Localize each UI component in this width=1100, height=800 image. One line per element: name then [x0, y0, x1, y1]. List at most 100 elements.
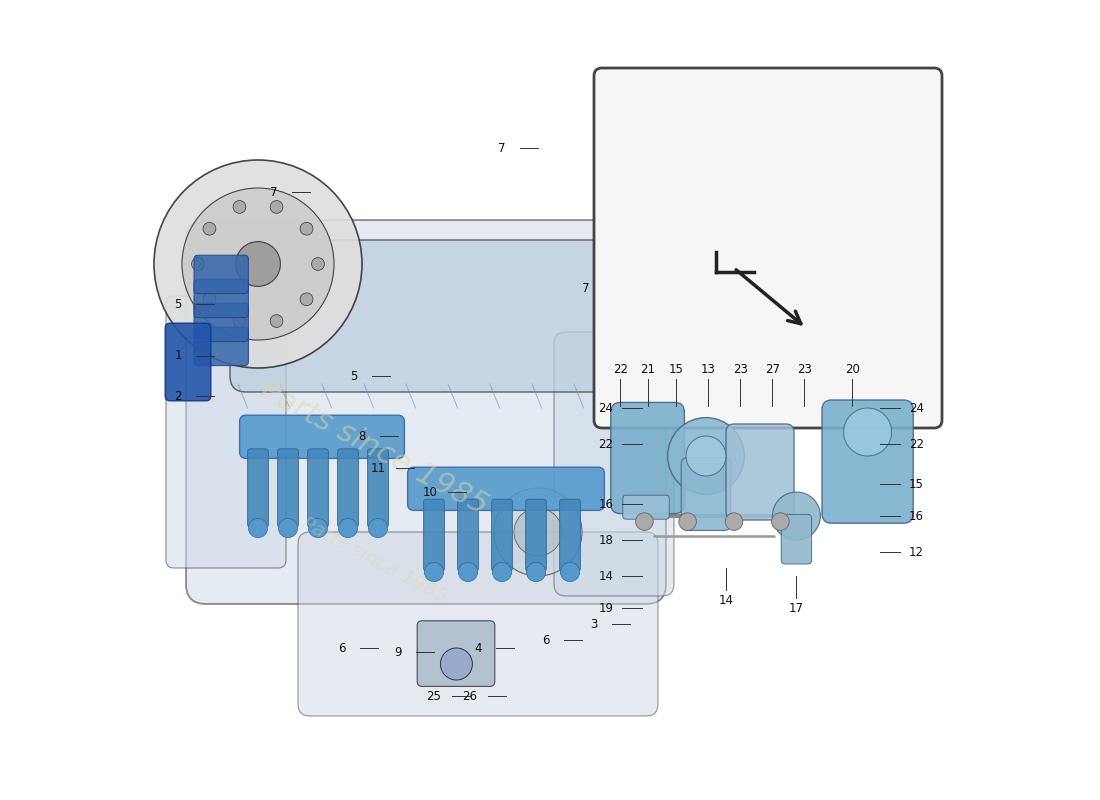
FancyBboxPatch shape: [338, 449, 359, 527]
Circle shape: [154, 160, 362, 368]
Circle shape: [235, 242, 280, 286]
Text: 21: 21: [640, 363, 656, 376]
Circle shape: [233, 314, 246, 327]
Text: 26: 26: [462, 690, 477, 702]
Circle shape: [772, 492, 821, 540]
Circle shape: [494, 488, 582, 576]
Text: 16: 16: [909, 510, 924, 522]
Circle shape: [339, 518, 358, 538]
Circle shape: [182, 188, 334, 340]
FancyBboxPatch shape: [458, 499, 478, 571]
Circle shape: [425, 562, 443, 582]
Text: 11: 11: [371, 462, 385, 474]
Text: 12: 12: [909, 546, 924, 558]
FancyBboxPatch shape: [417, 621, 495, 686]
Text: 15: 15: [669, 363, 684, 376]
Text: 24: 24: [598, 402, 614, 414]
Circle shape: [300, 293, 312, 306]
FancyBboxPatch shape: [194, 303, 249, 342]
Circle shape: [311, 258, 324, 270]
FancyBboxPatch shape: [186, 220, 665, 604]
FancyBboxPatch shape: [230, 240, 630, 392]
Circle shape: [271, 314, 283, 327]
Text: 4: 4: [474, 642, 482, 654]
FancyBboxPatch shape: [248, 449, 268, 527]
Text: 18: 18: [598, 534, 614, 546]
Text: 5: 5: [174, 298, 182, 310]
FancyBboxPatch shape: [367, 449, 388, 527]
Text: 9: 9: [394, 646, 402, 658]
Text: 3: 3: [591, 618, 597, 630]
Text: 27: 27: [764, 363, 780, 376]
Circle shape: [514, 508, 562, 556]
Text: Parts since 1985: Parts since 1985: [255, 376, 493, 520]
FancyBboxPatch shape: [594, 68, 942, 428]
Circle shape: [233, 201, 246, 214]
FancyBboxPatch shape: [526, 499, 547, 571]
Circle shape: [493, 562, 512, 582]
Text: 15: 15: [909, 478, 924, 490]
Circle shape: [271, 201, 283, 214]
Circle shape: [527, 562, 546, 582]
Text: 14: 14: [598, 570, 614, 582]
FancyBboxPatch shape: [822, 400, 913, 523]
Text: 23: 23: [733, 363, 748, 376]
Circle shape: [368, 518, 387, 538]
Circle shape: [560, 562, 580, 582]
Text: 7: 7: [271, 186, 277, 198]
FancyBboxPatch shape: [623, 495, 669, 519]
Text: 16: 16: [598, 498, 614, 510]
FancyBboxPatch shape: [165, 323, 211, 401]
FancyBboxPatch shape: [492, 499, 513, 571]
Text: 20: 20: [845, 363, 860, 376]
FancyBboxPatch shape: [408, 467, 604, 510]
Circle shape: [679, 513, 696, 530]
Text: 22: 22: [909, 438, 924, 450]
FancyBboxPatch shape: [240, 415, 405, 458]
Text: 24: 24: [909, 402, 924, 414]
Circle shape: [844, 408, 892, 456]
Text: 13: 13: [701, 363, 716, 376]
Text: 2: 2: [174, 390, 182, 402]
Circle shape: [459, 562, 477, 582]
Circle shape: [300, 222, 312, 235]
Text: 7: 7: [582, 282, 590, 294]
FancyBboxPatch shape: [554, 332, 674, 596]
Text: 6: 6: [339, 642, 345, 654]
Circle shape: [668, 418, 745, 494]
Circle shape: [636, 513, 653, 530]
Circle shape: [440, 648, 472, 680]
Circle shape: [204, 222, 216, 235]
Circle shape: [725, 513, 742, 530]
Text: 19: 19: [598, 602, 614, 614]
Text: 5: 5: [350, 370, 358, 382]
FancyBboxPatch shape: [610, 402, 684, 514]
Text: 1: 1: [174, 350, 182, 362]
Circle shape: [771, 513, 789, 530]
FancyBboxPatch shape: [298, 532, 658, 716]
FancyBboxPatch shape: [726, 424, 794, 520]
FancyBboxPatch shape: [166, 296, 286, 568]
Text: 25: 25: [427, 690, 441, 702]
Text: 22: 22: [598, 438, 614, 450]
Circle shape: [249, 518, 267, 538]
Circle shape: [278, 518, 298, 538]
Text: 14: 14: [718, 594, 734, 606]
Text: 6: 6: [542, 634, 550, 646]
FancyBboxPatch shape: [424, 499, 444, 571]
Circle shape: [191, 258, 205, 270]
FancyBboxPatch shape: [194, 279, 249, 318]
FancyBboxPatch shape: [308, 449, 329, 527]
FancyBboxPatch shape: [194, 327, 249, 366]
Text: 22: 22: [613, 363, 628, 376]
Text: 23: 23: [798, 363, 812, 376]
Circle shape: [204, 293, 216, 306]
Text: Parts since 1985: Parts since 1985: [298, 514, 450, 606]
Text: 17: 17: [789, 602, 804, 614]
Circle shape: [686, 436, 726, 476]
FancyBboxPatch shape: [194, 255, 249, 294]
Circle shape: [308, 518, 328, 538]
Text: 8: 8: [359, 430, 365, 442]
FancyBboxPatch shape: [681, 458, 730, 530]
FancyBboxPatch shape: [277, 449, 298, 527]
